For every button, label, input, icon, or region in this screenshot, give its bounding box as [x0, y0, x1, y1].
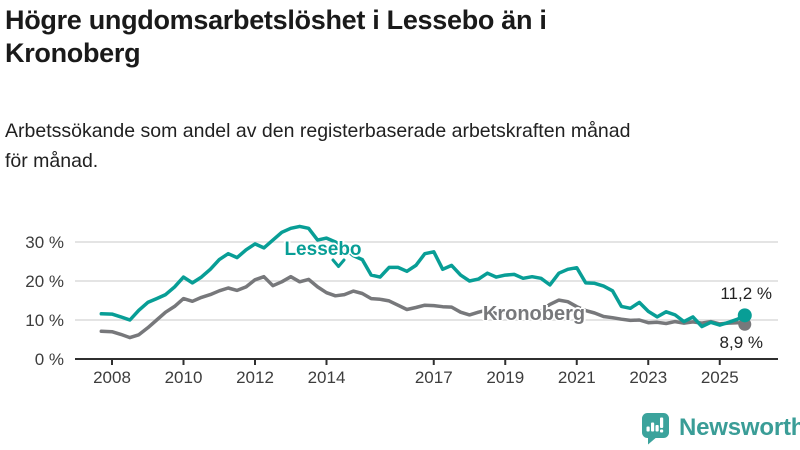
brand-wordmark: Newsworthy — [679, 414, 800, 441]
svg-text:2014: 2014 — [308, 368, 346, 387]
chart-subtitle: Arbetssökande som andel av den registerb… — [5, 120, 631, 173]
chevron-down-icon — [331, 258, 346, 268]
series-label-kronoberg: Kronoberg — [482, 303, 586, 325]
svg-text:10 %: 10 % — [25, 311, 64, 330]
svg-text:2010: 2010 — [165, 368, 203, 387]
svg-text:30 %: 30 % — [25, 233, 64, 252]
svg-text:2017: 2017 — [415, 368, 453, 387]
svg-text:2025: 2025 — [701, 368, 739, 387]
end-value-lessebo: 11,2 % — [720, 284, 772, 303]
svg-text:2019: 2019 — [486, 368, 524, 387]
svg-text:2023: 2023 — [629, 368, 667, 387]
svg-text:2012: 2012 — [236, 368, 274, 387]
end-value-kronoberg: 8,9 % — [719, 333, 763, 352]
svg-text:2008: 2008 — [93, 368, 131, 387]
series-label-lessebo: Lessebo — [284, 239, 362, 260]
newsworthy-logo-icon — [642, 413, 669, 445]
svg-text:20 %: 20 % — [25, 272, 64, 291]
line-chart-plot: 0 % 10 % 20 % 30 % 2008 2010 2012 2014 2017 2019 2… — [25, 224, 778, 387]
svg-text:2021: 2021 — [558, 368, 596, 387]
chart-title: Högre ungdomsarbetslöshet i Lessebo än i… — [5, 5, 547, 68]
svg-text:0 %: 0 % — [35, 350, 64, 369]
